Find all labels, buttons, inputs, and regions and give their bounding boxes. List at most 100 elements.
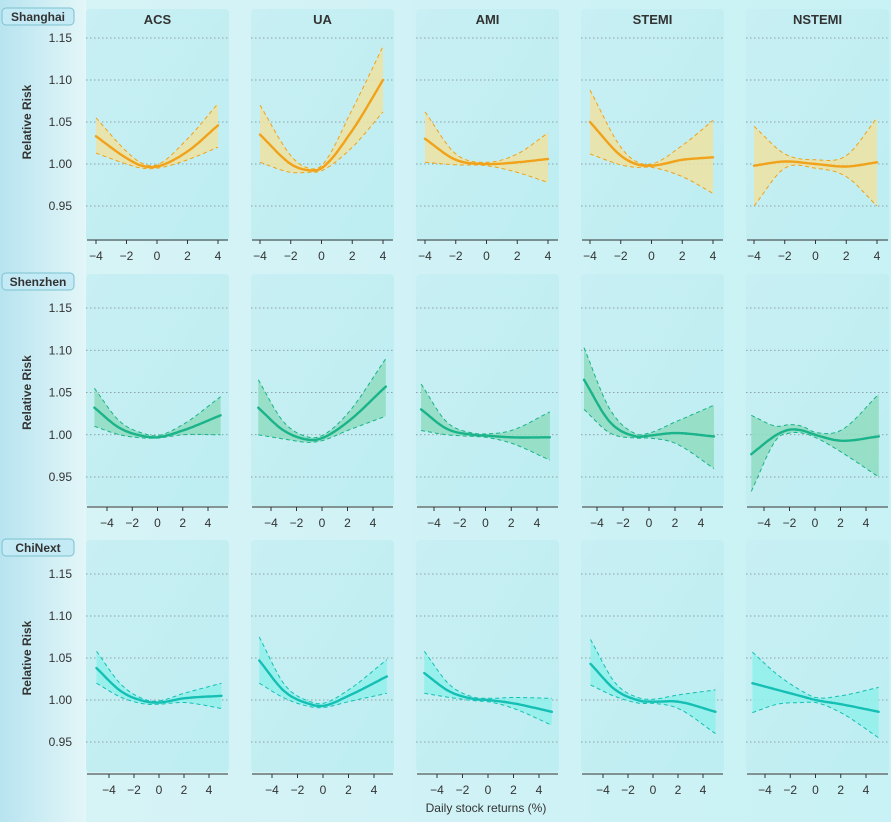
x-tick-label: 0 [812,783,819,797]
y-tick-label: 1.00 [49,157,73,171]
y-tick-label: 1.10 [49,73,73,87]
rr-curve [258,78,385,172]
rr-curve [95,666,223,704]
y-tick-label: 1.10 [49,609,73,623]
x-tick-label: 4 [205,516,212,530]
ci-upper-line [94,388,221,437]
ci-band [421,384,550,461]
x-tick-label: 0 [154,516,161,530]
ci-lower-line [258,415,386,443]
x-tick-label: 2 [679,249,686,263]
panel-shenzhen-ami: −4 −2 0 2 4 [416,274,559,530]
x-tick-label: 2 [344,516,351,530]
rr-curve [752,160,879,168]
panel-background [746,274,889,506]
ci-band [590,639,716,734]
x-tick-label: 2 [179,516,186,530]
y-tick-label: 1.15 [49,301,73,315]
rr-curve [582,378,716,438]
x-tick-label: 0 [319,516,326,530]
x-tick-label: −2 [621,783,635,797]
x-tick-label: 2 [181,783,188,797]
x-tick-label: −2 [290,516,304,530]
x-tick-label: 2 [837,516,844,530]
x-tick-label: −4 [758,783,772,797]
ci-upper-line [751,393,880,435]
x-axis-label: Daily stock returns (%) [426,801,547,815]
y-tick-label: 1.05 [49,386,73,400]
row-label-text: Shenzhen [10,275,67,289]
x-tick-label: 4 [545,249,552,263]
panel-shanghai-ua: −4 −2 0 2 4 [251,9,394,263]
ci-band [590,90,713,194]
x-tick-label: 4 [698,516,705,530]
x-tick-label: −2 [614,249,628,263]
x-tick-label: −4 [596,783,610,797]
ci-lower-line [752,701,879,739]
x-tick-label: 4 [700,783,707,797]
x-tick-label: −2 [120,249,134,263]
panel-shenzhen-acs: −4 −2 0 2 4 [86,274,229,530]
panel-chinext-acs: −4 −2 0 2 4 [86,540,229,797]
x-tick-label: 4 [206,783,213,797]
panel-chinext-ua: −4 −2 0 2 4 [251,540,394,797]
panel-background [251,540,394,772]
rr-curve [419,408,552,439]
x-tick-label: 4 [863,516,870,530]
x-tick-label: 2 [510,783,517,797]
panel-shanghai-nstemi: −4 −2 0 2 4 [746,9,889,263]
panel-shanghai-ami: −4 −2 0 2 4 [416,9,559,263]
panel-background [746,9,889,241]
row-label-box [1,272,75,291]
panel-background [86,274,229,506]
ci-band [424,651,552,726]
x-tick-label: −2 [778,249,792,263]
x-tick-label: 2 [843,249,850,263]
rr-curve [750,428,880,456]
y-tick-label: 1.00 [49,428,73,442]
panel-background [581,274,724,506]
x-tick-label: −4 [89,249,103,263]
ci-band [94,388,221,439]
x-tick-label: 2 [675,783,682,797]
ci-band [259,637,387,708]
x-tick-label: 2 [349,249,356,263]
ci-band [584,347,714,469]
x-tick-label: 4 [380,249,387,263]
rr-curve [589,662,717,713]
panel-background [416,9,559,241]
x-tick-label: 0 [648,249,655,263]
column-title-stemi: STEMI [633,12,673,27]
x-tick-label: −2 [127,783,141,797]
panel-shenzhen-stemi: −4 −2 0 2 4 [581,274,724,530]
panel-background [581,540,724,772]
ci-lower-line [753,164,878,207]
panel-background [251,9,394,241]
panel-shenzhen-nstemi: −4 −2 0 2 4 [746,274,889,530]
panel-shanghai-acs: −4 −2 0 2 4 [86,9,229,263]
x-tick-label: −4 [102,783,116,797]
x-tick-label: −4 [427,516,441,530]
ci-lower-line [424,692,552,726]
ci-upper-line [420,383,551,435]
rr-curve [588,120,715,167]
ci-band [752,652,879,738]
ci-upper-line [583,347,715,436]
ci-upper-line [258,636,388,705]
row-label-box [1,538,75,557]
x-tick-label: −2 [453,516,467,530]
x-tick-label: 4 [371,783,378,797]
y-axis-label: Relative Risk [20,355,34,430]
column-title-acs: ACS [144,12,172,27]
row-label-text: ChiNext [15,541,60,555]
y-tick-label: 0.95 [49,735,73,749]
x-tick-label: 0 [483,249,490,263]
x-tick-label: 2 [837,783,844,797]
x-tick-label: −4 [583,249,597,263]
x-tick-label: 0 [650,783,657,797]
x-tick-label: −4 [264,516,278,530]
row-label-chinext: ChiNext [1,538,75,557]
x-tick-label: 2 [514,249,521,263]
left-strip [0,0,86,822]
